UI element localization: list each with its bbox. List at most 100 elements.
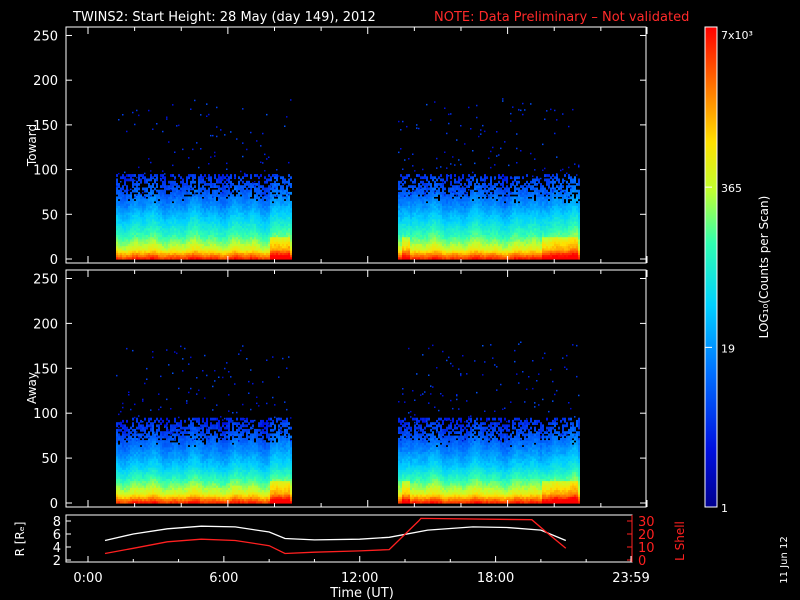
heatmap-cell: [266, 196, 268, 200]
heatmap-cell: [184, 243, 186, 247]
heatmap-point: [476, 116, 478, 119]
heatmap-cell: [164, 198, 166, 202]
heatmap-cell: [194, 232, 196, 235]
heatmap-cell: [168, 185, 170, 188]
heatmap-cell: [164, 232, 166, 235]
heatmap-cell: [286, 207, 288, 211]
heatmap-cell: [198, 232, 200, 235]
heatmap-cell: [478, 227, 480, 231]
heatmap-cell: [186, 196, 188, 200]
heatmap-cell: [142, 203, 144, 206]
heatmap-cell: [200, 223, 202, 226]
heatmap-cell: [168, 214, 170, 218]
heatmap-cell: [488, 256, 490, 260]
heatmap-cell: [424, 198, 426, 202]
heatmap-cell: [472, 196, 474, 200]
heatmap-cell: [214, 221, 216, 224]
heatmap-cell: [402, 234, 404, 238]
heatmap-cell: [478, 207, 480, 211]
heatmap-cell: [410, 218, 412, 222]
heatmap-cell: [122, 198, 124, 202]
heatmap-cell: [456, 180, 458, 184]
heatmap-cell: [438, 238, 440, 242]
heatmap-cell: [140, 196, 142, 200]
heatmap-cell: [438, 218, 440, 222]
heatmap-cell: [132, 212, 134, 215]
heatmap-cell: [500, 250, 502, 253]
heatmap-cell: [116, 232, 118, 235]
heatmap-cell: [196, 207, 198, 211]
heatmap-cell: [428, 205, 430, 209]
heatmap-cell: [498, 218, 500, 222]
heatmap-cell: [208, 191, 210, 195]
heatmap-cell: [184, 250, 186, 253]
heatmap-cell: [198, 236, 200, 240]
heatmap-point: [412, 190, 414, 193]
heatmap-cell: [188, 252, 190, 256]
heatmap-point: [286, 192, 288, 194]
heatmap-cell: [462, 232, 464, 235]
heatmap-cell: [476, 227, 478, 231]
heatmap-cell: [426, 234, 428, 238]
heatmap-cell: [450, 218, 452, 222]
heatmap-cell: [158, 232, 160, 235]
heatmap-cell: [446, 205, 448, 209]
heatmap-cell: [254, 238, 256, 242]
heatmap-cell: [174, 191, 176, 195]
heatmap-cell: [482, 252, 484, 256]
heatmap-cell: [414, 214, 416, 218]
heatmap-cell: [222, 185, 224, 188]
heatmap-cell: [458, 185, 460, 188]
heatmap-cell: [274, 207, 276, 211]
heatmap-cell: [232, 203, 234, 206]
heatmap-cell: [116, 189, 118, 193]
heatmap-cell: [238, 194, 240, 197]
heatmap-cell: [504, 252, 506, 256]
heatmap-cell: [184, 196, 186, 200]
heatmap-cell: [128, 216, 130, 220]
heatmap-cell: [150, 203, 152, 206]
heatmap-cell: [240, 187, 242, 191]
heatmap-cell: [230, 200, 232, 204]
heatmap-cell: [282, 180, 284, 184]
heatmap-cell: [242, 225, 244, 229]
heatmap-cell: [184, 216, 186, 220]
heatmap-cell: [424, 200, 426, 204]
heatmap-cell: [148, 223, 150, 226]
heatmap-cell: [234, 207, 236, 211]
heatmap-cell: [484, 245, 486, 249]
heatmap-cell: [284, 254, 286, 258]
heatmap-cell: [478, 250, 480, 253]
heatmap-cell: [496, 209, 498, 213]
heatmap-point: [496, 155, 498, 157]
heatmap-cell: [130, 245, 132, 249]
heatmap-cell: [144, 214, 146, 218]
heatmap-cell: [482, 238, 484, 242]
heatmap-cell: [178, 207, 180, 211]
heatmap-cell: [438, 209, 440, 213]
heatmap-cell: [464, 209, 466, 213]
heatmap-cell: [120, 209, 122, 213]
heatmap-cell: [430, 176, 432, 180]
heatmap-cell: [484, 256, 486, 260]
heatmap-cell: [424, 176, 426, 180]
heatmap-cell: [500, 243, 502, 247]
heatmap-cell: [498, 207, 500, 211]
heatmap-cell: [492, 245, 494, 249]
heatmap-cell: [480, 178, 482, 182]
heatmap-cell: [174, 207, 176, 211]
heatmap-cell: [134, 212, 136, 215]
heatmap-cell: [442, 236, 444, 240]
heatmap-cell: [456, 209, 458, 213]
heatmap-point: [252, 182, 254, 184]
heatmap-cell: [422, 209, 424, 213]
heatmap-cell: [212, 234, 214, 238]
heatmap-cell: [168, 238, 170, 242]
heatmap-cell: [486, 221, 488, 224]
heatmap-cell: [432, 225, 434, 229]
heatmap-cell: [242, 196, 244, 200]
heatmap-cell: [222, 236, 224, 240]
heatmap-cell: [454, 178, 456, 182]
heatmap-cell: [458, 247, 460, 251]
heatmap-cell: [416, 187, 418, 191]
